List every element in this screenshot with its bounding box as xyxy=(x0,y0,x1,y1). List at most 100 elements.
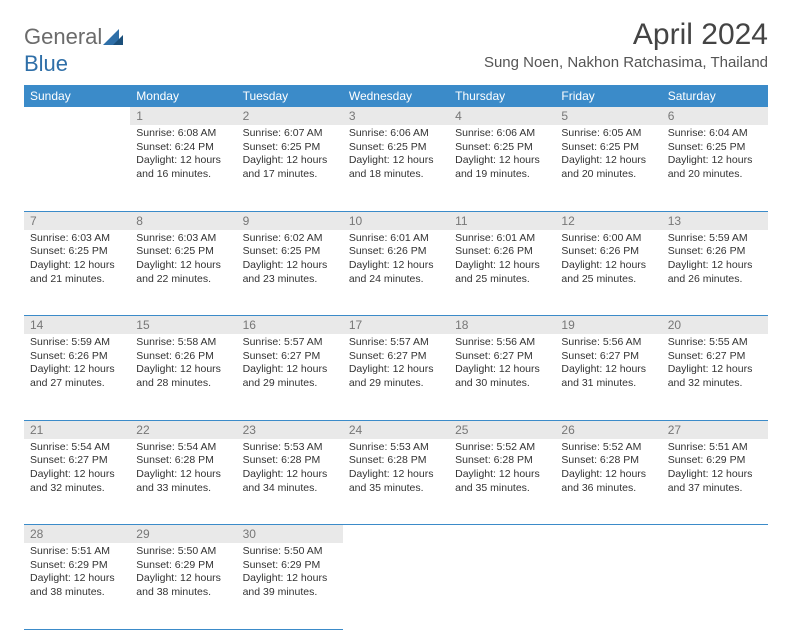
sunset-text: Sunset: 6:25 PM xyxy=(561,141,655,155)
day-number-cell: 1 xyxy=(130,107,236,125)
weekday-saturday: Saturday xyxy=(662,85,768,107)
day-number-cell: 6 xyxy=(662,107,768,125)
day-body-cell: Sunrise: 6:03 AMSunset: 6:25 PMDaylight:… xyxy=(24,230,130,316)
sunset-text: Sunset: 6:24 PM xyxy=(136,141,230,155)
header: General Blue April 2024 Sung Noen, Nakho… xyxy=(24,18,768,77)
sunrise-text: Sunrise: 6:03 AM xyxy=(30,232,124,246)
daylight-text: Daylight: 12 hours and 24 minutes. xyxy=(349,259,443,286)
day-body-cell: Sunrise: 6:05 AMSunset: 6:25 PMDaylight:… xyxy=(555,125,661,211)
day-details: Sunrise: 6:03 AMSunset: 6:25 PMDaylight:… xyxy=(130,230,236,291)
daylight-text: Daylight: 12 hours and 38 minutes. xyxy=(30,572,124,599)
day-details: Sunrise: 5:51 AMSunset: 6:29 PMDaylight:… xyxy=(24,543,130,604)
day-number-cell: 27 xyxy=(662,420,768,439)
sunset-text: Sunset: 6:27 PM xyxy=(561,350,655,364)
day-body-cell: Sunrise: 6:04 AMSunset: 6:25 PMDaylight:… xyxy=(662,125,768,211)
day-body-cell: Sunrise: 5:57 AMSunset: 6:27 PMDaylight:… xyxy=(237,334,343,420)
day-number-cell: 3 xyxy=(343,107,449,125)
sunset-text: Sunset: 6:29 PM xyxy=(243,559,337,573)
sunrise-text: Sunrise: 6:04 AM xyxy=(668,127,762,141)
day-details: Sunrise: 5:58 AMSunset: 6:26 PMDaylight:… xyxy=(130,334,236,395)
day-body-cell: Sunrise: 6:01 AMSunset: 6:26 PMDaylight:… xyxy=(343,230,449,316)
day-details: Sunrise: 5:52 AMSunset: 6:28 PMDaylight:… xyxy=(555,439,661,500)
sunset-text: Sunset: 6:26 PM xyxy=(561,245,655,259)
day-body-cell: Sunrise: 6:00 AMSunset: 6:26 PMDaylight:… xyxy=(555,230,661,316)
logo-word-1: General xyxy=(24,24,102,49)
sunset-text: Sunset: 6:28 PM xyxy=(561,454,655,468)
sunrise-text: Sunrise: 6:07 AM xyxy=(243,127,337,141)
daylight-text: Daylight: 12 hours and 28 minutes. xyxy=(136,363,230,390)
sunrise-text: Sunrise: 6:08 AM xyxy=(136,127,230,141)
day-details: Sunrise: 5:59 AMSunset: 6:26 PMDaylight:… xyxy=(662,230,768,291)
day-details: Sunrise: 5:57 AMSunset: 6:27 PMDaylight:… xyxy=(343,334,449,395)
page-title: April 2024 xyxy=(484,18,768,52)
day-body-cell: Sunrise: 5:56 AMSunset: 6:27 PMDaylight:… xyxy=(555,334,661,420)
daylight-text: Daylight: 12 hours and 23 minutes. xyxy=(243,259,337,286)
weekday-monday: Monday xyxy=(130,85,236,107)
day-body-cell: Sunrise: 6:08 AMSunset: 6:24 PMDaylight:… xyxy=(130,125,236,211)
logo-word-2: Blue xyxy=(24,51,68,76)
day-body-cell: Sunrise: 5:52 AMSunset: 6:28 PMDaylight:… xyxy=(449,439,555,525)
day-details: Sunrise: 5:50 AMSunset: 6:29 PMDaylight:… xyxy=(130,543,236,604)
weekday-sunday: Sunday xyxy=(24,85,130,107)
day-number-cell: 18 xyxy=(449,316,555,335)
day-body-cell: Sunrise: 6:07 AMSunset: 6:25 PMDaylight:… xyxy=(237,125,343,211)
daynum-row: 282930 xyxy=(24,525,768,544)
day-number-cell xyxy=(662,525,768,544)
calendar-page: General Blue April 2024 Sung Noen, Nakho… xyxy=(0,0,792,630)
sunrise-text: Sunrise: 5:56 AM xyxy=(561,336,655,350)
day-details: Sunrise: 6:02 AMSunset: 6:25 PMDaylight:… xyxy=(237,230,343,291)
day-details: Sunrise: 5:53 AMSunset: 6:28 PMDaylight:… xyxy=(237,439,343,500)
daylight-text: Daylight: 12 hours and 32 minutes. xyxy=(668,363,762,390)
sunrise-text: Sunrise: 5:57 AM xyxy=(349,336,443,350)
day-details: Sunrise: 5:54 AMSunset: 6:27 PMDaylight:… xyxy=(24,439,130,500)
day-body-cell: Sunrise: 5:58 AMSunset: 6:26 PMDaylight:… xyxy=(130,334,236,420)
sunset-text: Sunset: 6:28 PM xyxy=(243,454,337,468)
week-row: Sunrise: 6:03 AMSunset: 6:25 PMDaylight:… xyxy=(24,230,768,316)
sunset-text: Sunset: 6:27 PM xyxy=(668,350,762,364)
sunset-text: Sunset: 6:26 PM xyxy=(455,245,549,259)
sunset-text: Sunset: 6:25 PM xyxy=(243,141,337,155)
daynum-row: 123456 xyxy=(24,107,768,125)
calendar-head: SundayMondayTuesdayWednesdayThursdayFrid… xyxy=(24,85,768,107)
sunset-text: Sunset: 6:25 PM xyxy=(668,141,762,155)
daynum-row: 78910111213 xyxy=(24,211,768,230)
day-body-cell: Sunrise: 5:59 AMSunset: 6:26 PMDaylight:… xyxy=(662,230,768,316)
day-number-cell: 10 xyxy=(343,211,449,230)
day-number-cell: 8 xyxy=(130,211,236,230)
sunrise-text: Sunrise: 6:01 AM xyxy=(349,232,443,246)
day-details: Sunrise: 6:03 AMSunset: 6:25 PMDaylight:… xyxy=(24,230,130,291)
daylight-text: Daylight: 12 hours and 31 minutes. xyxy=(561,363,655,390)
day-number-cell xyxy=(449,525,555,544)
weekday-row: SundayMondayTuesdayWednesdayThursdayFrid… xyxy=(24,85,768,107)
day-number-cell: 24 xyxy=(343,420,449,439)
day-details: Sunrise: 5:50 AMSunset: 6:29 PMDaylight:… xyxy=(237,543,343,604)
day-number-cell: 7 xyxy=(24,211,130,230)
week-row: Sunrise: 5:59 AMSunset: 6:26 PMDaylight:… xyxy=(24,334,768,420)
day-body-cell: Sunrise: 5:55 AMSunset: 6:27 PMDaylight:… xyxy=(662,334,768,420)
day-body-cell: Sunrise: 6:01 AMSunset: 6:26 PMDaylight:… xyxy=(449,230,555,316)
day-details: Sunrise: 6:08 AMSunset: 6:24 PMDaylight:… xyxy=(130,125,236,186)
sunrise-text: Sunrise: 5:52 AM xyxy=(561,441,655,455)
day-body-cell: Sunrise: 5:59 AMSunset: 6:26 PMDaylight:… xyxy=(24,334,130,420)
day-body-cell xyxy=(555,543,661,629)
sunrise-text: Sunrise: 5:55 AM xyxy=(668,336,762,350)
day-body-cell: Sunrise: 5:52 AMSunset: 6:28 PMDaylight:… xyxy=(555,439,661,525)
day-number-cell: 12 xyxy=(555,211,661,230)
logo-text: General Blue xyxy=(24,24,124,77)
sunrise-text: Sunrise: 5:50 AM xyxy=(136,545,230,559)
sunrise-text: Sunrise: 5:57 AM xyxy=(243,336,337,350)
sunrise-text: Sunrise: 6:06 AM xyxy=(455,127,549,141)
day-body-cell: Sunrise: 6:06 AMSunset: 6:25 PMDaylight:… xyxy=(449,125,555,211)
day-body-cell: Sunrise: 5:56 AMSunset: 6:27 PMDaylight:… xyxy=(449,334,555,420)
day-body-cell: Sunrise: 5:50 AMSunset: 6:29 PMDaylight:… xyxy=(237,543,343,629)
day-details: Sunrise: 5:57 AMSunset: 6:27 PMDaylight:… xyxy=(237,334,343,395)
day-number-cell: 17 xyxy=(343,316,449,335)
daylight-text: Daylight: 12 hours and 27 minutes. xyxy=(30,363,124,390)
day-details: Sunrise: 6:04 AMSunset: 6:25 PMDaylight:… xyxy=(662,125,768,186)
sunrise-text: Sunrise: 5:52 AM xyxy=(455,441,549,455)
day-number-cell: 19 xyxy=(555,316,661,335)
day-details: Sunrise: 6:07 AMSunset: 6:25 PMDaylight:… xyxy=(237,125,343,186)
week-row: Sunrise: 6:08 AMSunset: 6:24 PMDaylight:… xyxy=(24,125,768,211)
calendar-body: 123456Sunrise: 6:08 AMSunset: 6:24 PMDay… xyxy=(24,107,768,629)
sunrise-text: Sunrise: 6:06 AM xyxy=(349,127,443,141)
